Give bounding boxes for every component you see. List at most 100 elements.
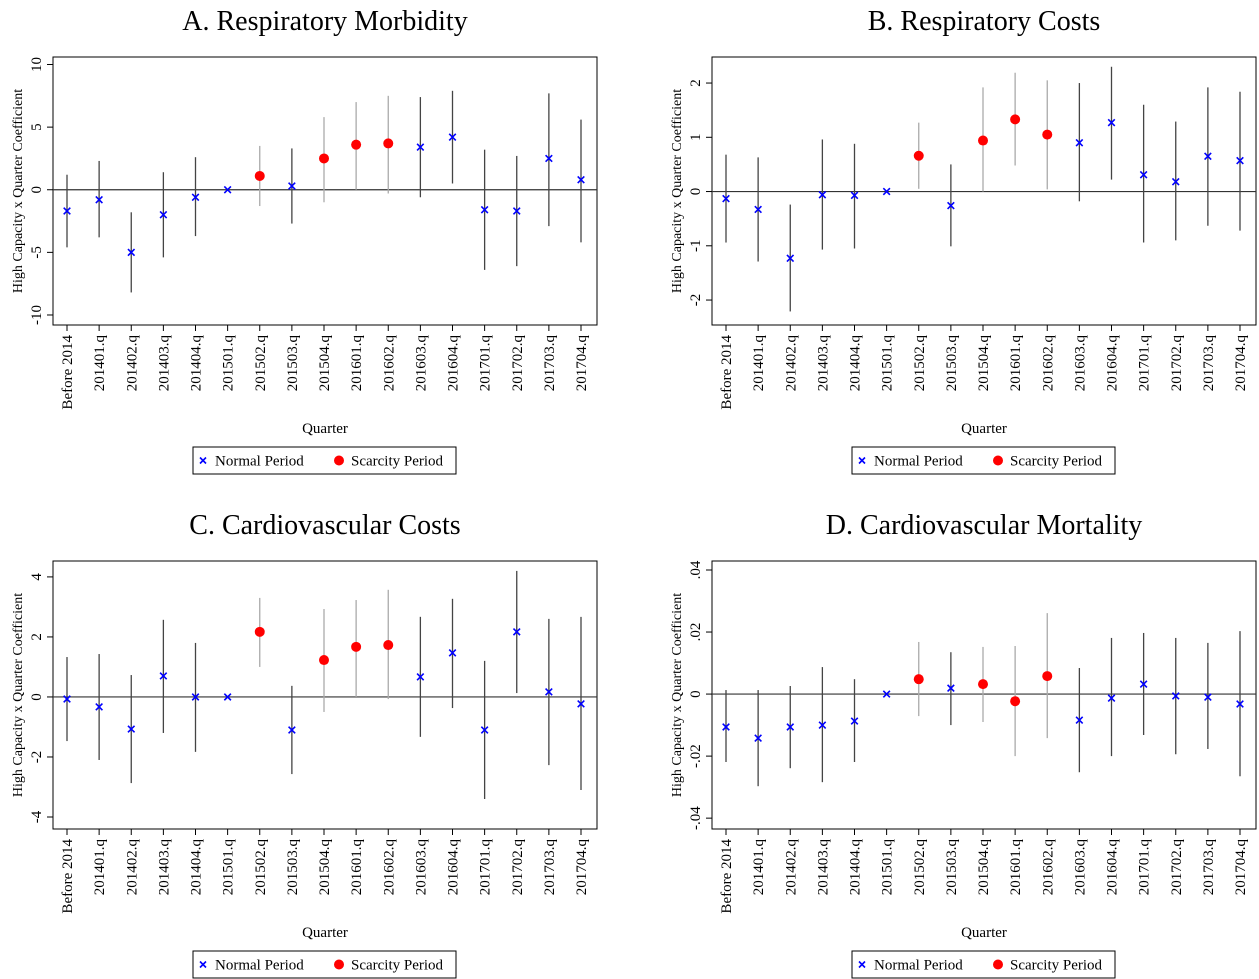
x-tick-label: 201503.q <box>285 335 301 392</box>
normal-point <box>818 190 827 199</box>
x-tick-label: 201502.q <box>253 839 269 896</box>
x-tick-label: 201403.q <box>156 335 172 392</box>
scarcity-point <box>1042 671 1053 682</box>
x-tick-label: 201404.q <box>848 335 864 392</box>
x-marker <box>1107 694 1116 702</box>
x-marker <box>63 695 71 703</box>
normal-point <box>786 254 795 263</box>
legend-box <box>851 446 1116 475</box>
x-marker <box>545 154 553 163</box>
legend: Normal Period Scarcity Period <box>192 446 457 475</box>
normal-point <box>480 205 489 214</box>
x-tick-label: Before 2014 <box>60 335 76 410</box>
x-tick-label: 201603.q <box>1072 335 1088 392</box>
x-tick-label: 201601.q <box>349 335 365 392</box>
x-tick-label: 201602.q <box>381 335 397 392</box>
x-tick-label: 201404.q <box>848 839 864 896</box>
y-tick-label: -4 <box>29 810 45 823</box>
y-tick-label: 10 <box>29 57 45 72</box>
x-tick-label: 201401.q <box>751 839 767 896</box>
legend-box <box>192 446 457 475</box>
x-tick-label: 201403.q <box>815 839 831 896</box>
y-tick-label: -5 <box>29 246 45 259</box>
x-tick-label: 201704.q <box>1233 335 1249 392</box>
x-tick-label: 201602.q <box>381 839 397 896</box>
normal-point <box>1107 118 1116 127</box>
legend: Normal Period Scarcity Period <box>851 950 1116 979</box>
legend-label: Scarcity Period <box>351 958 444 974</box>
x-tick-label: 201401.q <box>92 839 108 896</box>
x-tick-label: Before 2014 <box>719 839 735 914</box>
scarcity-point <box>319 655 329 666</box>
x-tick-label: 201703.q <box>1201 839 1217 896</box>
legend-marker <box>858 456 866 465</box>
scarcity-point <box>1042 129 1053 140</box>
x-marker <box>288 726 296 734</box>
scarcity-point <box>978 679 988 690</box>
x-tick-label: 201601.q <box>1008 839 1024 896</box>
normal-point <box>448 133 457 142</box>
y-axis-title: High Capacity x Quarter Coefficient <box>11 89 26 293</box>
x-marker <box>1171 692 1180 700</box>
x-marker <box>1171 177 1180 186</box>
y-tick-label: 0 <box>688 690 704 698</box>
x-marker <box>480 726 489 734</box>
normal-point <box>545 687 553 696</box>
normal-point <box>223 693 232 701</box>
x-tick-label: 201501.q <box>221 839 237 896</box>
normal-point <box>159 672 168 680</box>
x-tick-label: 201403.q <box>156 839 172 896</box>
x-tick-label: 201402.q <box>783 335 799 392</box>
x-marker <box>512 207 521 215</box>
x-tick-label: Before 2014 <box>60 839 76 914</box>
legend-marker <box>334 455 344 466</box>
x-marker <box>722 723 730 731</box>
x-marker <box>1107 118 1116 127</box>
normal-point <box>722 194 730 203</box>
y-tick-label: -10 <box>29 305 45 325</box>
x-tick-label: 201502.q <box>912 335 928 392</box>
normal-point <box>63 207 71 215</box>
x-marker <box>95 195 103 204</box>
legend-marker <box>334 959 344 970</box>
normal-point <box>882 187 891 196</box>
scarcity-point <box>383 640 394 651</box>
x-marker <box>1204 693 1212 702</box>
normal-point <box>722 723 730 731</box>
normal-point <box>512 627 521 636</box>
normal-point <box>1171 177 1180 186</box>
x-tick-label: 201604.q <box>1105 839 1121 896</box>
x-tick-label: 201602.q <box>1040 335 1056 392</box>
legend-label: Scarcity Period <box>1010 454 1103 470</box>
normal-point <box>577 175 585 184</box>
x-tick-label: 201701.q <box>478 335 494 392</box>
y-tick-label: 2 <box>29 633 45 641</box>
x-marker <box>850 717 859 725</box>
normal-point <box>63 695 71 703</box>
scarcity-point <box>913 674 924 685</box>
y-tick-label: -1 <box>688 240 704 253</box>
x-marker <box>1139 680 1148 689</box>
legend-marker <box>858 960 866 969</box>
chart-title: B. Respiratory Costs <box>868 6 1101 37</box>
normal-point <box>1204 693 1212 702</box>
x-marker <box>1204 152 1212 161</box>
legend-label: Normal Period <box>874 958 963 974</box>
y-tick-label: 1 <box>688 134 704 142</box>
x-marker <box>1075 138 1084 147</box>
x-marker <box>786 254 795 263</box>
x-marker <box>63 207 71 215</box>
x-axis-title: Quarter <box>961 925 1007 941</box>
scarcity-point <box>254 170 265 181</box>
x-tick-label: 201402.q <box>124 839 140 896</box>
x-marker <box>223 185 232 194</box>
normal-point <box>577 699 585 708</box>
x-marker <box>882 690 891 698</box>
x-marker <box>722 194 730 203</box>
x-marker <box>159 672 168 680</box>
x-tick-label: 201404.q <box>189 839 205 896</box>
x-marker <box>754 205 762 214</box>
x-tick-label: 201703.q <box>542 335 558 392</box>
y-tick-label: .02 <box>688 623 704 642</box>
